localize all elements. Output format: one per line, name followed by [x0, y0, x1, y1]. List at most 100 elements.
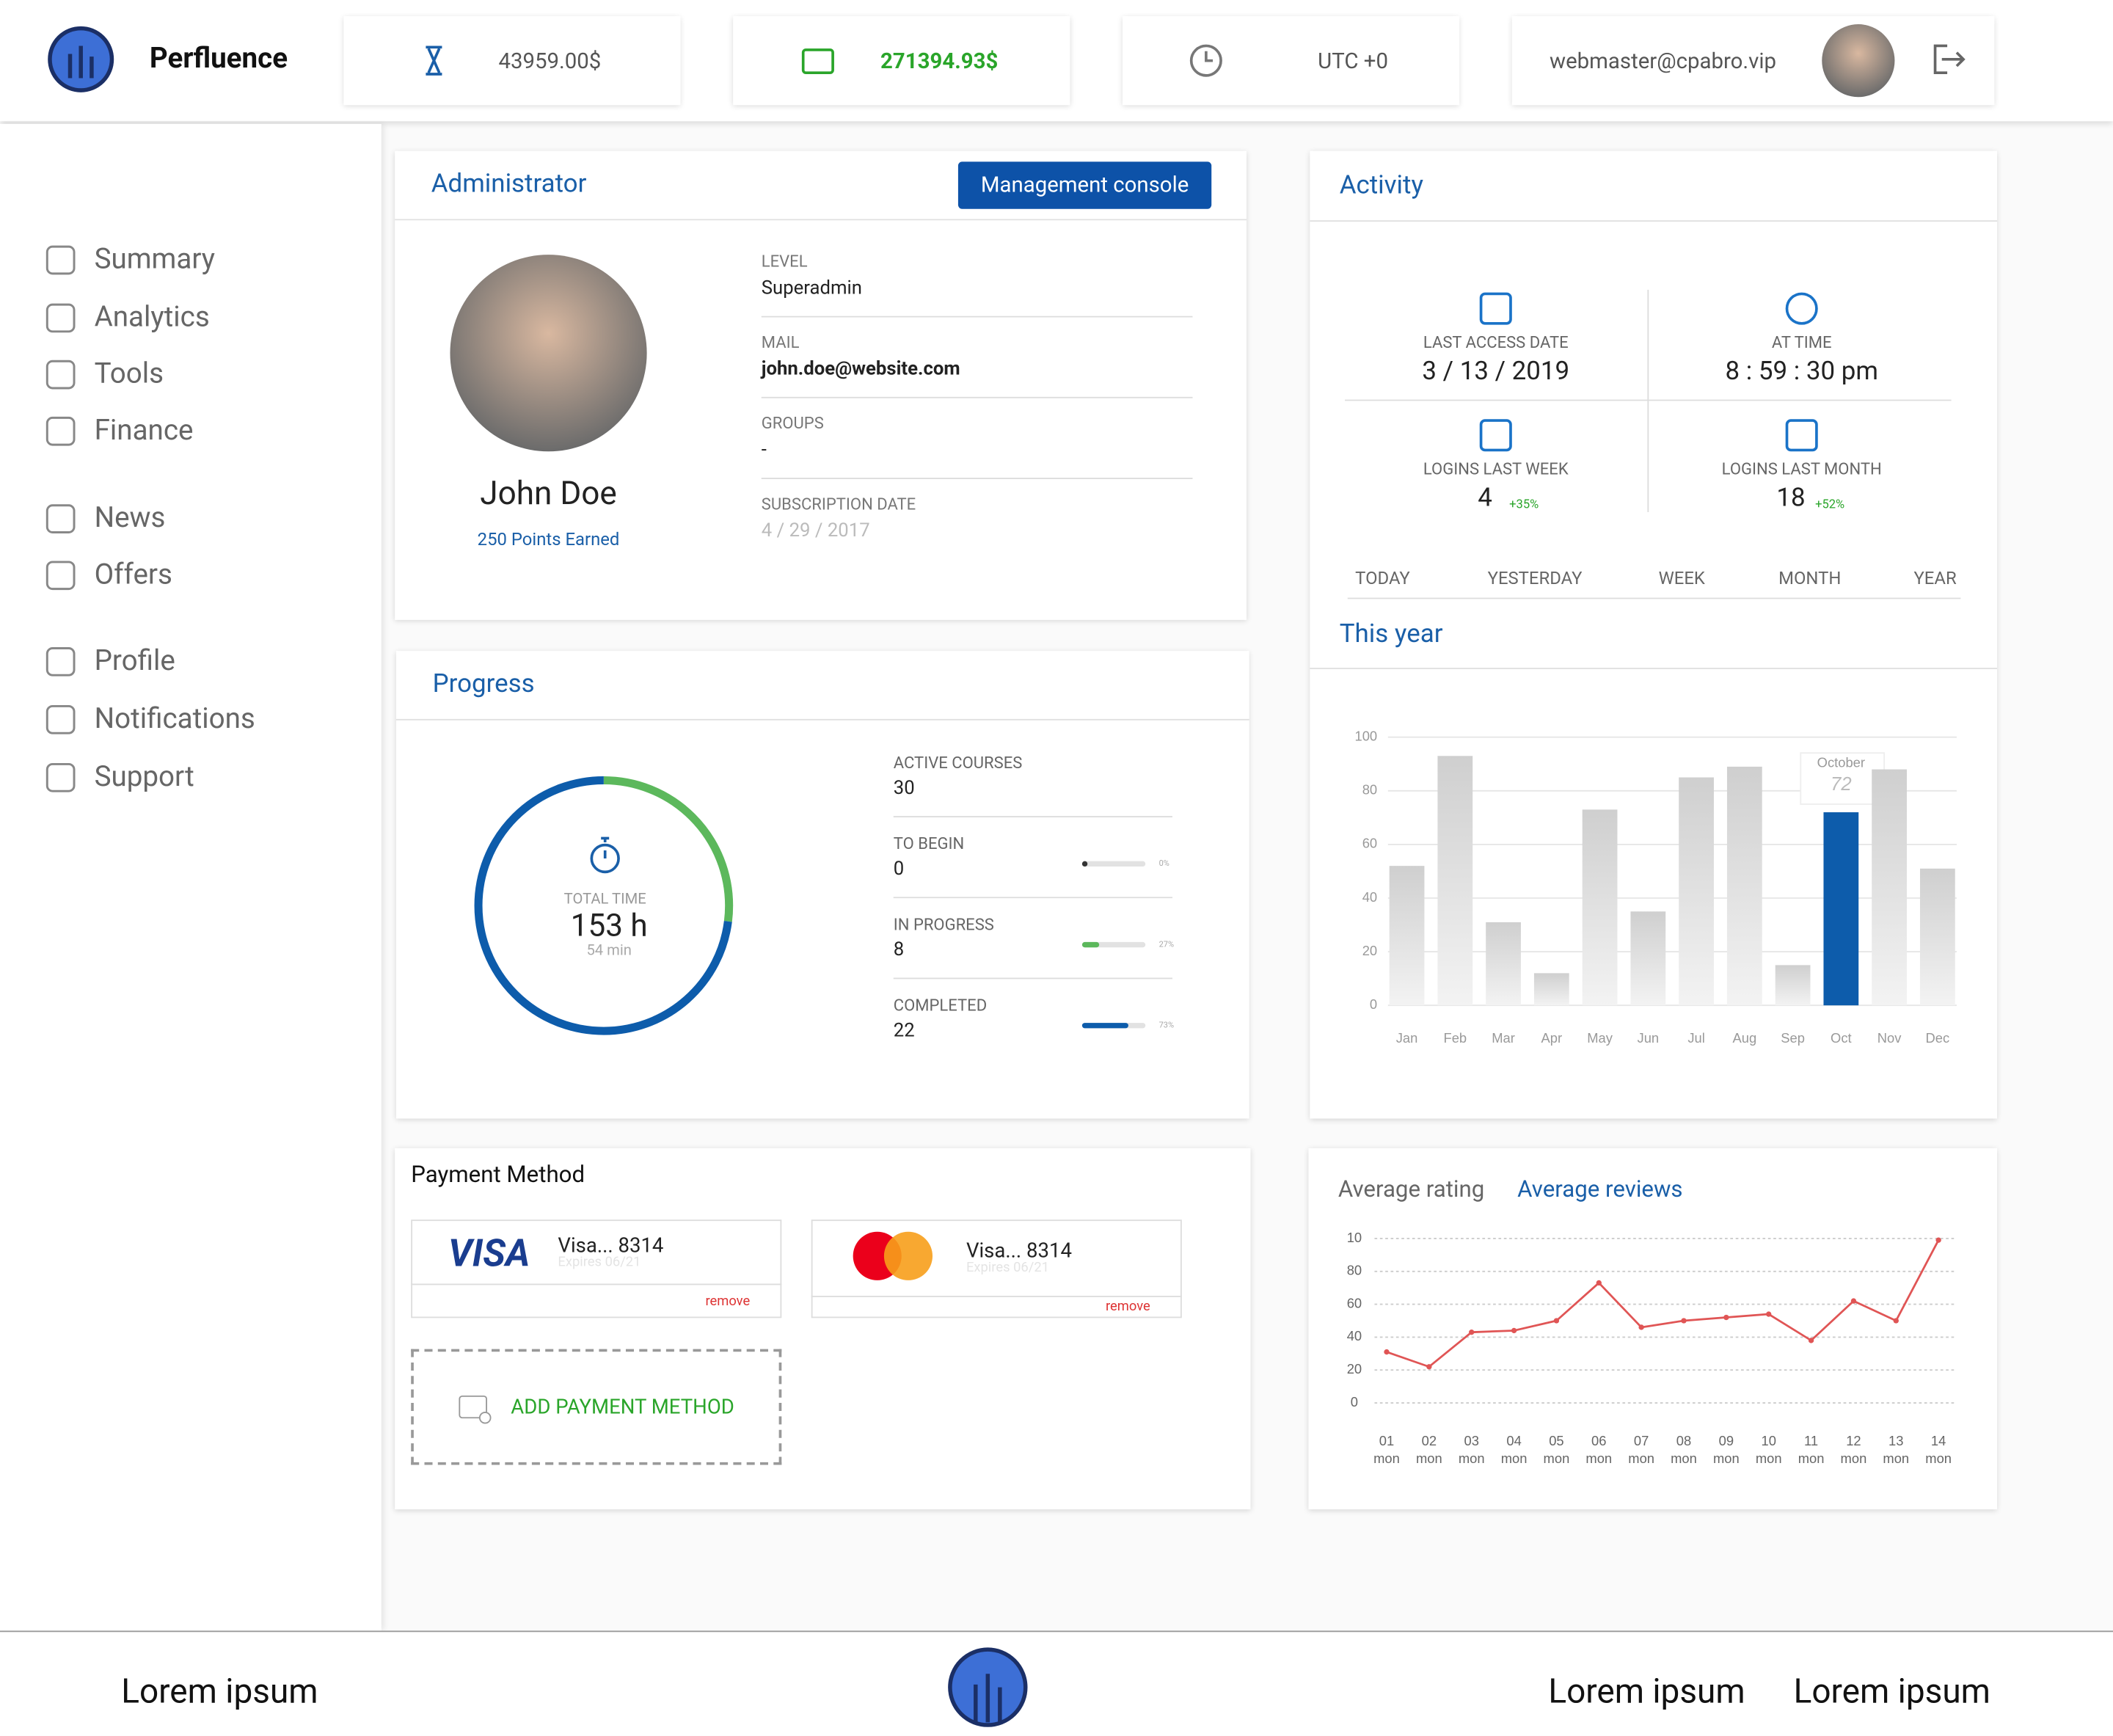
nav-item[interactable]: Finance — [94, 415, 194, 448]
rating-tab[interactable]: Average reviews — [1517, 1176, 1683, 1204]
x-tick-sublabel: mon — [1459, 1451, 1485, 1466]
clock-icon — [1189, 44, 1222, 77]
bar — [1630, 911, 1666, 1006]
x-tick-sublabel: mon — [1798, 1451, 1825, 1466]
user-box — [1511, 16, 1995, 106]
activity-label: AT TIME — [1771, 332, 1832, 352]
total-sub: 54 min — [586, 941, 632, 959]
x-tick-label: 06 — [1591, 1433, 1606, 1448]
field-value: 4 / 29 / 2017 — [761, 519, 870, 542]
stat-value: 30 — [893, 777, 915, 800]
nav-item[interactable]: Tools — [94, 358, 164, 391]
point — [1596, 1280, 1602, 1286]
activity-icon — [1479, 292, 1512, 325]
period-tab[interactable]: WEEK — [1658, 569, 1705, 590]
rating-tab[interactable]: Average rating — [1337, 1176, 1485, 1204]
timezone: UTC +0 — [1318, 48, 1388, 74]
rating-panel — [1308, 1148, 1998, 1510]
stopwatch-icon — [590, 836, 620, 874]
card — [811, 1219, 1182, 1319]
total-label: TOTAL TIME — [563, 890, 646, 908]
y-tick-label: 60 — [1347, 1295, 1362, 1310]
section-title: This year — [1339, 618, 1443, 649]
field-label: GROUPS — [761, 413, 824, 433]
nav-item[interactable]: Notifications — [94, 703, 255, 736]
progress-track — [1081, 861, 1146, 867]
period-tab[interactable]: TODAY — [1355, 569, 1410, 590]
logo — [948, 1647, 1028, 1727]
period-tab[interactable]: MONTH — [1778, 569, 1842, 590]
field-value: - — [761, 439, 767, 462]
activity-value: 4 — [1478, 481, 1492, 513]
nav-icon — [45, 303, 76, 333]
x-tick-sublabel: mon — [1373, 1451, 1400, 1466]
console-button[interactable] — [957, 161, 1212, 209]
ring-segment — [474, 776, 734, 1035]
logo — [48, 26, 114, 92]
panel-title: Progress — [432, 668, 535, 699]
activity-value: 18 — [1776, 481, 1806, 513]
stat-box — [343, 16, 681, 106]
card — [411, 1219, 782, 1319]
total-value: 153 h — [570, 908, 648, 944]
progress-label: 73% — [1158, 1021, 1175, 1031]
progress-label: 27% — [1158, 940, 1175, 949]
x-tick-label: 03 — [1464, 1433, 1479, 1448]
period-tab[interactable]: YESTERDAY — [1487, 569, 1583, 590]
activity-icon — [1785, 419, 1818, 452]
sidebar — [0, 123, 382, 1631]
logout-icon[interactable] — [1933, 44, 1966, 75]
y-tick-label: 10 — [1347, 1230, 1362, 1245]
point — [1723, 1314, 1729, 1321]
x-tick-sublabel: mon — [1544, 1451, 1570, 1466]
x-tick-label: Oct — [1831, 1030, 1852, 1046]
x-tick-label: 04 — [1506, 1433, 1521, 1448]
wallet-icon — [801, 48, 834, 75]
stat-value: 22 — [893, 1020, 915, 1042]
activity-change: +52% — [1815, 498, 1845, 512]
activity-change: +35% — [1509, 498, 1539, 512]
y-tick-label: 60 — [1362, 836, 1377, 851]
activity-label: LAST ACCESS DATE — [1423, 332, 1569, 352]
period-tab[interactable]: YEAR — [1913, 569, 1957, 590]
card-name: Visa... 8314 — [966, 1238, 1072, 1263]
progress-panel — [396, 651, 1249, 1119]
x-tick-sublabel: mon — [1585, 1451, 1612, 1466]
nav-item[interactable]: Analytics — [94, 302, 210, 335]
nav-item[interactable]: Support — [94, 761, 194, 794]
point — [1511, 1327, 1517, 1334]
payment-panel — [395, 1148, 1251, 1510]
wallet-icon — [459, 1395, 492, 1424]
add-payment[interactable] — [411, 1349, 782, 1465]
x-tick-label: Jul — [1687, 1030, 1704, 1046]
stat-label: TO BEGIN — [893, 834, 965, 853]
nav-item[interactable]: Profile — [94, 645, 175, 678]
email: webmaster@cpabro.vip — [1549, 48, 1777, 74]
card-expiry: Expires 06/21 — [558, 1255, 641, 1271]
point — [1426, 1364, 1432, 1370]
activity-icon — [1479, 419, 1512, 452]
add-label[interactable]: ADD PAYMENT METHOD — [511, 1395, 734, 1420]
x-tick-label: 11 — [1804, 1433, 1818, 1448]
x-tick-sublabel: mon — [1841, 1451, 1867, 1466]
remove-link[interactable]: remove — [1105, 1299, 1150, 1315]
nav-item[interactable]: Summary — [94, 244, 216, 277]
nav-item[interactable]: News — [94, 503, 166, 536]
x-tick-label: Jun — [1638, 1030, 1660, 1046]
x-tick-label: 10 — [1762, 1433, 1776, 1448]
x-tick-label: Nov — [1877, 1030, 1902, 1046]
bar — [1389, 866, 1425, 1006]
y-tick-label: 40 — [1347, 1328, 1362, 1343]
panel-title: Administrator — [431, 167, 587, 199]
y-tick-label: 80 — [1347, 1263, 1362, 1278]
field-label: SUBSCRIPTION DATE — [761, 495, 916, 514]
bar — [1823, 812, 1859, 1006]
remove-link[interactable]: remove — [705, 1294, 751, 1310]
balance: 43959.00$ — [498, 48, 602, 74]
x-tick-label: 09 — [1719, 1433, 1734, 1448]
stat-label: COMPLETED — [893, 996, 988, 1015]
card-brand: VISA — [448, 1230, 530, 1276]
nav-item[interactable]: Offers — [94, 559, 172, 592]
